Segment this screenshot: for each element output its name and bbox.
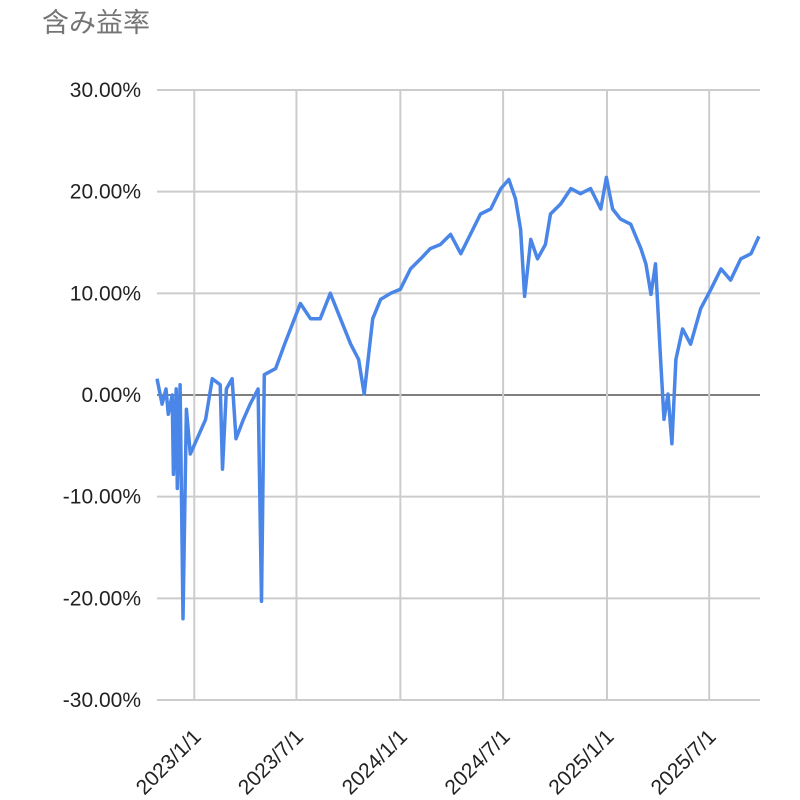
y-tick-label: -20.00% <box>63 587 141 610</box>
y-tick-label: 10.00% <box>70 282 141 305</box>
y-tick-label: -30.00% <box>63 689 141 712</box>
x-tick-label: 2024/1/1 <box>338 725 412 799</box>
data-line <box>155 175 761 621</box>
y-tick-label: 0.00% <box>81 384 141 407</box>
x-tick-label: 2023/1/1 <box>132 725 206 799</box>
chart-title: 含み益率 <box>42 8 150 38</box>
x-tick-label: 2025/1/1 <box>544 725 618 799</box>
x-tick-label: 2023/7/1 <box>234 725 308 799</box>
x-tick-label: 2024/7/1 <box>441 725 515 799</box>
x-tick-label: 2025/7/1 <box>647 725 721 799</box>
y-tick-label: -10.00% <box>63 486 141 509</box>
y-tick-label: 30.00% <box>70 79 141 102</box>
y-tick-label: 20.00% <box>70 181 141 204</box>
